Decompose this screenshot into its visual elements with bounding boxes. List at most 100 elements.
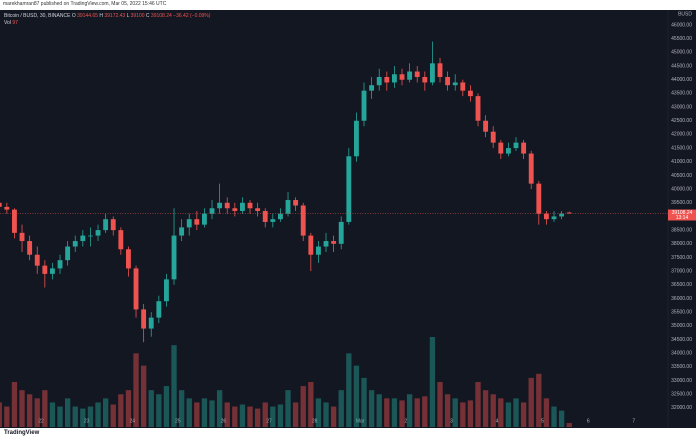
candle-body bbox=[201, 213, 207, 225]
candle-body bbox=[27, 241, 33, 255]
volume-bar bbox=[338, 390, 344, 427]
candle-body bbox=[247, 202, 253, 209]
candle-body bbox=[505, 148, 511, 154]
candle-body bbox=[34, 254, 40, 266]
volume-bar bbox=[102, 398, 109, 427]
candle-body bbox=[42, 265, 48, 274]
candle-body bbox=[513, 142, 519, 149]
candle-body bbox=[293, 200, 299, 206]
volume-bar bbox=[133, 353, 139, 427]
x-tick-label: 4 bbox=[496, 418, 499, 424]
candle-body bbox=[475, 96, 481, 121]
volume-bar bbox=[80, 408, 86, 427]
candle-body bbox=[95, 230, 101, 236]
candle-body bbox=[384, 76, 390, 83]
volume-bar bbox=[353, 365, 360, 427]
volume-bar bbox=[452, 398, 458, 427]
volume-bar bbox=[49, 402, 56, 427]
candle-body bbox=[498, 142, 504, 154]
legend-key: L bbox=[127, 13, 130, 19]
y-tick-label: 41500.00 bbox=[671, 145, 692, 151]
volume-bar bbox=[4, 406, 10, 427]
x-tick-label: 26 bbox=[221, 418, 227, 424]
volume-bar bbox=[513, 398, 519, 427]
y-tick-label: 37000.00 bbox=[671, 268, 692, 274]
candle-body bbox=[460, 82, 466, 91]
volume-bar bbox=[429, 337, 436, 427]
volume-bar bbox=[140, 365, 147, 427]
candle-body bbox=[232, 208, 238, 211]
candle-body bbox=[148, 317, 154, 329]
volume-bar bbox=[148, 390, 154, 427]
logo: TradingView bbox=[4, 430, 40, 436]
candle-body bbox=[4, 206, 10, 210]
candle-body bbox=[407, 71, 413, 80]
y-tick-label: 33000.00 bbox=[671, 378, 692, 384]
volume-bar bbox=[528, 377, 534, 427]
volume-bar bbox=[543, 398, 550, 427]
candle-body bbox=[163, 279, 169, 302]
candle-body bbox=[12, 209, 17, 233]
volume-bar bbox=[558, 410, 565, 427]
candle-body bbox=[88, 235, 93, 237]
candle-body bbox=[141, 309, 147, 329]
volume-bar bbox=[292, 402, 299, 427]
x-tick-label: 3 bbox=[450, 418, 453, 424]
volume-bar bbox=[308, 382, 314, 427]
candle-body bbox=[171, 235, 177, 280]
y-tick-label: 44000.00 bbox=[671, 77, 692, 83]
volume-bar bbox=[57, 406, 63, 427]
candle-body bbox=[80, 235, 86, 242]
legend-key: C bbox=[146, 13, 150, 19]
legend-value: 97 bbox=[12, 20, 18, 26]
volume-bar bbox=[110, 404, 116, 427]
candle-body bbox=[391, 74, 397, 83]
candle-body bbox=[429, 63, 435, 83]
volume-bar bbox=[125, 390, 132, 427]
candle-body bbox=[414, 71, 420, 77]
y-tick-label: 41000.00 bbox=[671, 159, 692, 165]
volume-bar bbox=[467, 400, 474, 427]
candle-body bbox=[19, 232, 25, 242]
candle-body bbox=[209, 208, 215, 214]
y-tick-label: 35500.00 bbox=[671, 309, 692, 315]
y-tick-label: 38000.00 bbox=[671, 241, 692, 247]
volume-bar bbox=[384, 398, 390, 427]
candle-body bbox=[551, 216, 557, 220]
candle-body bbox=[262, 210, 268, 222]
y-tick-label: 43500.00 bbox=[671, 91, 692, 97]
volume-bar bbox=[201, 398, 208, 427]
legend-value: 39100 bbox=[131, 13, 145, 19]
candle-body bbox=[437, 63, 443, 77]
x-tick-label: Mar bbox=[356, 418, 365, 424]
legend-key: H bbox=[99, 13, 103, 19]
candle-body bbox=[103, 219, 109, 231]
candle-body bbox=[452, 82, 458, 86]
y-tick-label: 32000.00 bbox=[671, 405, 692, 411]
y-tick-label: 32500.00 bbox=[671, 392, 692, 398]
volume-bar bbox=[475, 382, 481, 427]
y-tick-label: 46000.00 bbox=[671, 22, 692, 28]
y-tick-label: 42500.00 bbox=[671, 118, 692, 124]
x-tick-label: 27 bbox=[266, 418, 272, 424]
volume-bar bbox=[536, 373, 542, 427]
volume-bar bbox=[361, 377, 367, 427]
volume-bar bbox=[156, 394, 162, 427]
candle-body bbox=[528, 153, 534, 184]
x-tick-label: 25 bbox=[175, 418, 181, 424]
candle-body bbox=[353, 120, 359, 157]
candle-body bbox=[543, 213, 549, 220]
y-tick-label: 45500.00 bbox=[671, 36, 692, 42]
candle-body bbox=[536, 183, 542, 214]
volume-bar bbox=[26, 394, 33, 427]
legend-change: −36.42 (−0.09%) bbox=[173, 13, 211, 19]
volume-bar bbox=[551, 406, 557, 427]
candle-body bbox=[72, 241, 78, 247]
y-tick-label: 36500.00 bbox=[671, 282, 692, 288]
y-tick-label: 40500.00 bbox=[671, 173, 692, 179]
candle-body bbox=[323, 241, 329, 247]
legend-value: 39108.24 bbox=[151, 13, 172, 19]
y-tick-label: 43000.00 bbox=[671, 104, 692, 110]
volume-bar bbox=[346, 353, 352, 427]
volume-bar bbox=[171, 345, 177, 427]
